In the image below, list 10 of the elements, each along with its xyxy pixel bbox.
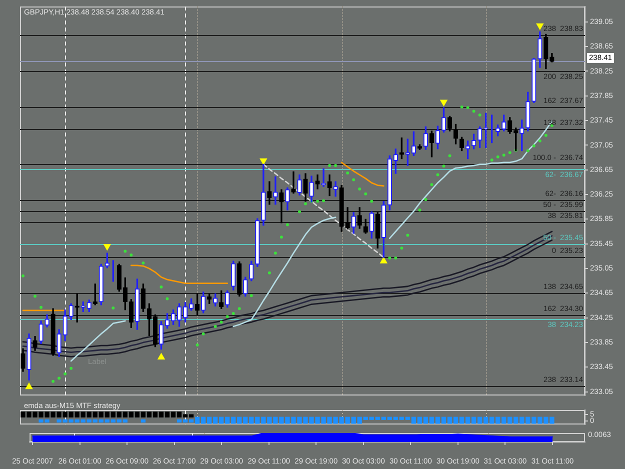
candlestick	[321, 168, 326, 187]
point	[157, 352, 166, 360]
bar	[140, 419, 146, 423]
point	[536, 23, 544, 30]
point	[25, 382, 33, 390]
candlestick	[273, 176, 278, 205]
candlestick	[291, 171, 296, 194]
point	[103, 244, 112, 251]
point	[380, 256, 388, 264]
point	[440, 100, 448, 107]
